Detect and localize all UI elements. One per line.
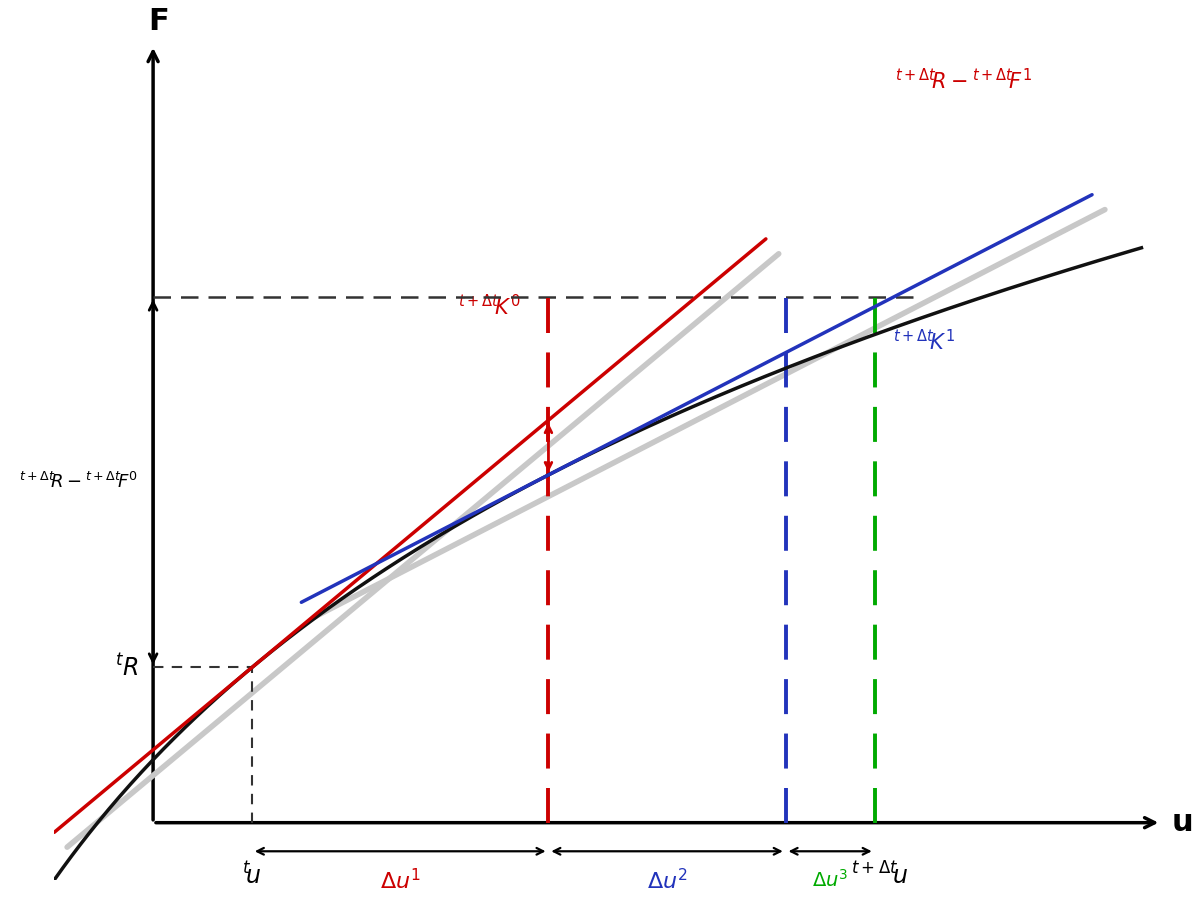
Text: $\mathbf{F}$: $\mathbf{F}$ [148, 7, 168, 36]
Text: $^{t+\Delta t}\!K^1$: $^{t+\Delta t}\!K^1$ [893, 328, 955, 354]
Text: $^{t+\Delta t}\!R - {}^{t+\Delta t}\!F^1$: $^{t+\Delta t}\!R - {}^{t+\Delta t}\!F^1… [895, 68, 1032, 93]
Text: $^tR$: $^tR$ [115, 654, 138, 680]
Text: $\Delta u^2$: $\Delta u^2$ [647, 868, 688, 894]
Text: $\mathbf{u}$: $\mathbf{u}$ [1171, 808, 1193, 837]
Text: $^t\!u$: $^t\!u$ [242, 863, 262, 889]
Text: $^{t+\Delta t}\!K^0$: $^{t+\Delta t}\!K^0$ [458, 294, 521, 320]
Text: $\Delta u^1$: $\Delta u^1$ [380, 868, 420, 894]
Text: $^{t+\Delta t}\!R - {}^{t+\Delta t}\!F^0$: $^{t+\Delta t}\!R - {}^{t+\Delta t}\!F^0… [19, 472, 138, 492]
Text: $^{t+\Delta t}\!u$: $^{t+\Delta t}\!u$ [851, 863, 908, 890]
Text: $\Delta u^3$: $\Delta u^3$ [812, 868, 848, 890]
